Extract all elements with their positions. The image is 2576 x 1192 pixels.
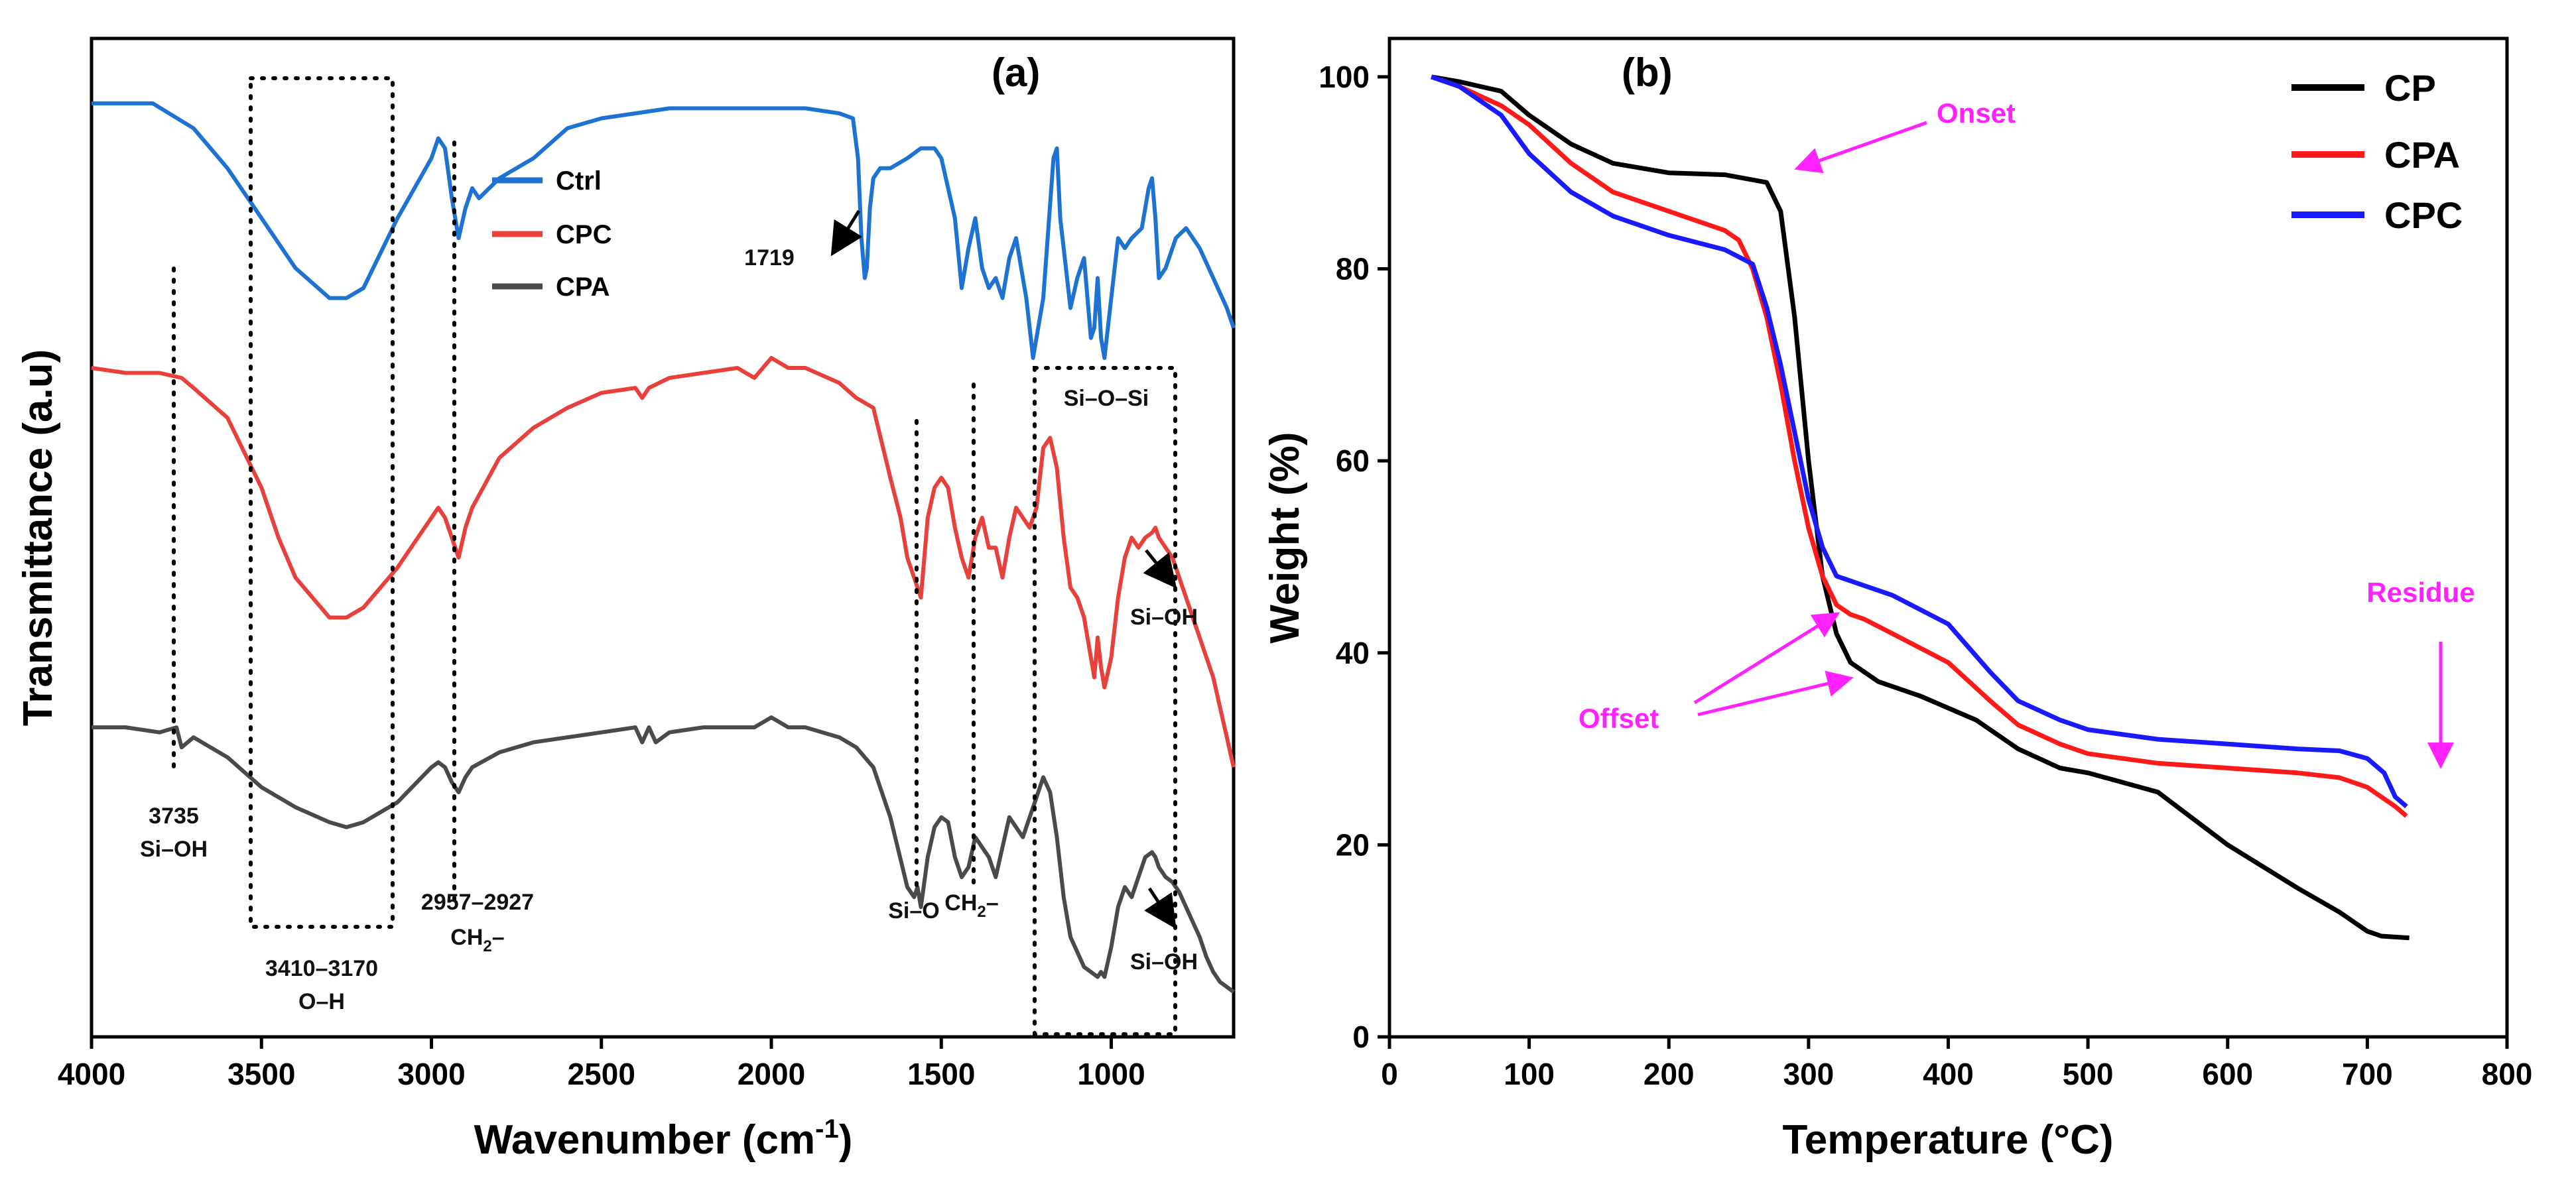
ann-ch2-a-sub: 2	[483, 937, 491, 955]
ann-ch2-b-post: –	[986, 890, 999, 916]
ann-onset: Onset	[1937, 97, 2016, 129]
ftir-xlabel-end: )	[839, 1117, 853, 1163]
tga-line-cpa	[1431, 74, 2408, 818]
ann-ch2-a: CH2–	[450, 925, 504, 955]
ftir-xtick-label-2500: 2500	[568, 1057, 635, 1091]
ftir-plot-frame	[90, 36, 1236, 1039]
ann-2957-2927: 2957–2927	[421, 890, 534, 915]
tga-xtick-label-400: 400	[1923, 1057, 1974, 1091]
tga-y-axis: 0 20 40 60 80 100	[1319, 60, 1389, 1054]
arrow-offset-upper	[1693, 612, 1840, 705]
ftir-xlabel-sup: -1	[815, 1114, 839, 1144]
tga-xtick-label-200: 200	[1643, 1057, 1695, 1091]
tga-plot-frame	[1387, 36, 2509, 1039]
ftir-x-axis: 4000 3500 3000 2500 2000 1500 1000	[58, 1037, 1145, 1091]
legend-label-cpa: CPA	[556, 272, 610, 302]
ann-ch2-a-pre: CH	[450, 925, 483, 950]
ftir-line-cpc	[91, 355, 1236, 768]
ann-oh: O–H	[298, 989, 345, 1014]
ftir-series-group	[91, 101, 1236, 994]
ftir-guides	[172, 76, 1177, 1036]
ann-si-oh-cpa: Si–OH	[1130, 949, 1198, 975]
legend-label-cpc: CPC	[556, 220, 612, 249]
ann-ch2-b-sub: 2	[977, 903, 986, 921]
tga-xtick-label-300: 300	[1783, 1057, 1835, 1091]
tga-ytick-label-0: 0	[1352, 1020, 1370, 1054]
legend-label-cpc-b: CPC	[2384, 194, 2463, 236]
tga-annotations: Onset Offset Residue	[1578, 97, 2475, 769]
tga-xtick-label-600: 600	[2202, 1057, 2253, 1091]
arrow-1719	[830, 209, 863, 257]
tga-x-axis: 0 100 200 300 400 500 600 700 800	[1381, 1037, 2532, 1091]
ann-offset: Offset	[1578, 703, 1659, 734]
legend-label-ctrl: Ctrl	[556, 166, 602, 196]
tga-xtick-label-0: 0	[1381, 1057, 1398, 1091]
siosi-region-box	[1033, 366, 1177, 1036]
tga-y-axis-title: Weight (%)	[1262, 432, 1308, 643]
tga-line-cpc	[1431, 74, 2408, 809]
oh-region-box	[249, 76, 395, 929]
tga-ytick-label-100: 100	[1319, 60, 1370, 94]
ftir-panel-label: (a)	[992, 50, 1040, 95]
tga-panel-label: (b)	[1622, 50, 1673, 95]
ann-ch2-b: CH2–	[944, 890, 998, 921]
ann-3735-sioh: Si–OH	[140, 837, 208, 862]
ftir-y-axis-title: Transmittance (a.u)	[15, 349, 61, 726]
ftir-chart: 4000 3500 3000 2500 2000 1500 1000 (a) Wavenum…	[15, 36, 1236, 1163]
ftir-xlabel-text: Wavenumber (cm	[474, 1117, 816, 1163]
arrow-sioh-cpa	[1144, 887, 1177, 929]
tga-series-group	[1431, 74, 2410, 941]
tga-line-cp	[1431, 74, 2410, 941]
ann-si-o-si: Si–O–Si	[1064, 386, 1149, 411]
tga-ytick-label-20: 20	[1336, 827, 1370, 862]
legend-label-cp: CP	[2384, 67, 2436, 109]
ftir-xtick-label-4000: 4000	[58, 1057, 125, 1091]
ann-3735: 3735	[149, 804, 199, 829]
tga-x-axis-title: Temperature (°C)	[1782, 1117, 2113, 1163]
ftir-xtick-label-3500: 3500	[227, 1057, 295, 1091]
ftir-xtick-label-3000: 3000	[397, 1057, 465, 1091]
ftir-line-cpa	[92, 715, 1235, 994]
ftir-legend: Ctrl CPC CPA	[492, 166, 612, 302]
arrow-sioh-cpc	[1143, 549, 1177, 589]
legend-label-cpa-b: CPA	[2384, 134, 2460, 176]
ann-3410-3170: 3410–3170	[265, 956, 378, 981]
tga-chart: 0 100 200 300 400 500 600 700 800 0 20 40 60 80 100 (…	[1262, 36, 2532, 1163]
ann-ch2-a-post: –	[492, 925, 505, 950]
ftir-xtick-label-1500: 1500	[907, 1057, 975, 1091]
tga-ytick-label-80: 80	[1336, 252, 1370, 286]
ann-ch2-b-pre: CH	[944, 890, 977, 916]
ann-1719: 1719	[744, 245, 795, 270]
ftir-xtick-label-2000: 2000	[738, 1057, 805, 1091]
tga-xtick-label-800: 800	[2482, 1057, 2533, 1091]
ftir-xtick-label-1000: 1000	[1077, 1057, 1145, 1091]
tga-ytick-label-40: 40	[1336, 636, 1370, 670]
ftir-x-axis-title: Wavenumber (cm-1)	[474, 1114, 853, 1163]
tga-xtick-label-500: 500	[2063, 1057, 2114, 1091]
tga-xtick-label-700: 700	[2342, 1057, 2393, 1091]
tga-legend: CP CPA CPC	[2291, 67, 2463, 236]
arrow-offset-lower	[1697, 670, 1854, 717]
ann-si-oh-cpc: Si–OH	[1130, 605, 1198, 630]
ann-residue: Residue	[2366, 577, 2475, 608]
ftir-line-ctrl	[92, 101, 1236, 360]
tga-ytick-label-60: 60	[1336, 444, 1370, 478]
tga-xtick-label-100: 100	[1504, 1057, 1555, 1091]
ann-si-o: Si–O	[888, 898, 939, 924]
arrow-onset	[1794, 121, 1927, 174]
